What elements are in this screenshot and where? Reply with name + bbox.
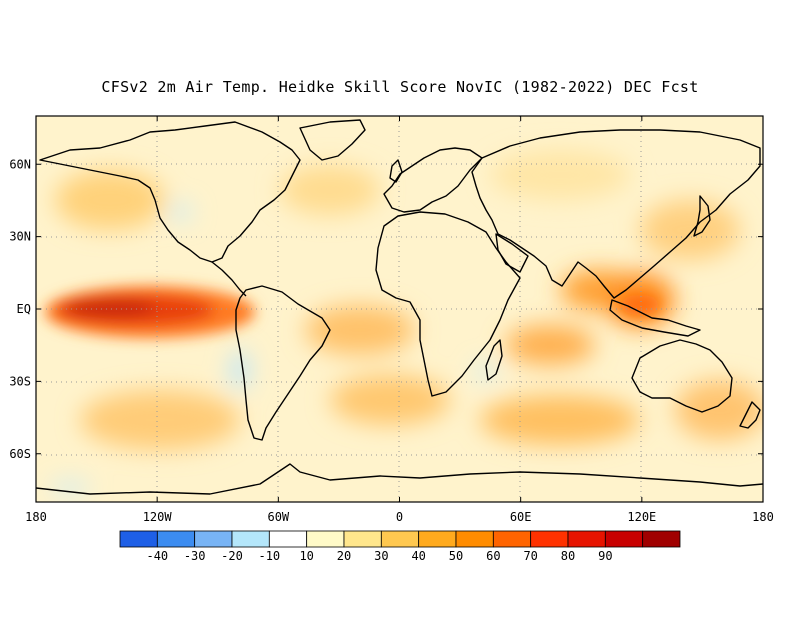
patch-s-pac: [80, 390, 240, 450]
lat-tick-label: EQ: [17, 302, 31, 316]
colorbar-label: -10: [258, 549, 280, 563]
lat-tick-label: 30S: [9, 374, 31, 388]
patch-natl: [280, 165, 380, 215]
japan-coast: [693, 195, 711, 237]
enso-tongue: [45, 286, 660, 338]
patch-asia: [490, 150, 630, 200]
lon-tick-label: 180: [752, 510, 774, 524]
lon-ticks: 180 120W 60W 0 60E 120E 180: [25, 116, 774, 524]
colorbar-label: 30: [374, 549, 388, 563]
lon-tick-label: 60W: [267, 510, 289, 524]
lat-tick-label: 60N: [9, 157, 31, 171]
patch-s-indian: [480, 395, 640, 445]
neg-patch-npac: [168, 204, 192, 220]
lon-tick-label: 120W: [143, 510, 173, 524]
lon-tick-label: 60E: [510, 510, 532, 524]
lat-tick-label: 30N: [9, 230, 31, 244]
colorbar-label: -40: [146, 549, 168, 563]
colorbar-label: 90: [598, 549, 612, 563]
colorbar-label: 10: [299, 549, 313, 563]
skill-field: [36, 116, 763, 502]
field-blobs: [50, 150, 763, 494]
patch-s-atl: [330, 375, 450, 425]
greenland-coast: [299, 119, 366, 161]
antarctica-coast: [36, 463, 763, 495]
colorbar-bin: [156, 530, 196, 548]
colorbar-bin: [194, 530, 233, 548]
lon-tick-label: 0: [396, 510, 403, 524]
tongue-max: [65, 298, 155, 318]
lon-tick-label: 120E: [627, 510, 656, 524]
colorbar-labels: -40 -30 -20 -10 10 20 30 40 50 60 70 80 90: [146, 549, 612, 563]
uk-coast: [389, 159, 403, 183]
arabia-coast: [495, 233, 529, 273]
colorbar-bin: [380, 530, 420, 548]
new-zealand-coast: [739, 401, 761, 429]
neg-patch-mad: [475, 364, 495, 380]
maritime-core: [620, 295, 660, 315]
colorbar-bin: [306, 530, 345, 548]
colorbar-bin: [492, 530, 532, 548]
central-america-coast: [211, 261, 247, 297]
neg-patch-pac: [230, 350, 250, 390]
madagascar-coast: [485, 339, 503, 381]
colorbar-bin: [567, 530, 606, 548]
south-america-coast: [235, 285, 331, 441]
colorbar-bin: [418, 530, 457, 548]
colorbar-label: 50: [449, 549, 463, 563]
colorbar-label: -20: [221, 549, 243, 563]
colorbar-bin: [604, 530, 644, 548]
colorbar-bin: [343, 530, 382, 548]
africa-coast: [375, 211, 521, 397]
colorbar-bin: [530, 530, 569, 548]
colorbar-bin: [268, 530, 308, 548]
coastlines: [36, 119, 763, 495]
patch-tasman: [675, 380, 763, 440]
chart-title: CFSv2 2m Air Temp. Heidke Skill Score No…: [101, 78, 699, 96]
patch-eq-atl: [305, 305, 415, 355]
colorbar-bin: [642, 530, 681, 548]
australia-coast: [631, 339, 733, 413]
colorbar-bin: [231, 530, 270, 548]
indonesia-coast: [609, 299, 701, 337]
colorbar-label: 20: [337, 549, 351, 563]
patch-npac: [55, 170, 165, 230]
gridlines: [36, 116, 763, 502]
asia-coast: [471, 129, 761, 299]
lat-tick-label: 60S: [9, 447, 31, 461]
patch-wpac: [640, 200, 740, 260]
colorbar: [119, 530, 681, 548]
colorbar-label: -30: [184, 549, 206, 563]
lat-ticks: 60N 30N EQ 30S 60S: [9, 157, 763, 461]
colorbar-label: 80: [561, 549, 575, 563]
north-america-coast: [39, 121, 301, 263]
lon-tick-label: 180: [25, 510, 47, 524]
colorbar-bin: [455, 530, 494, 548]
patch-indian: [505, 325, 595, 365]
colorbar-bin: [119, 530, 158, 548]
colorbar-label: 40: [411, 549, 425, 563]
colorbar-label: 70: [523, 549, 537, 563]
colorbar-label: 60: [486, 549, 500, 563]
